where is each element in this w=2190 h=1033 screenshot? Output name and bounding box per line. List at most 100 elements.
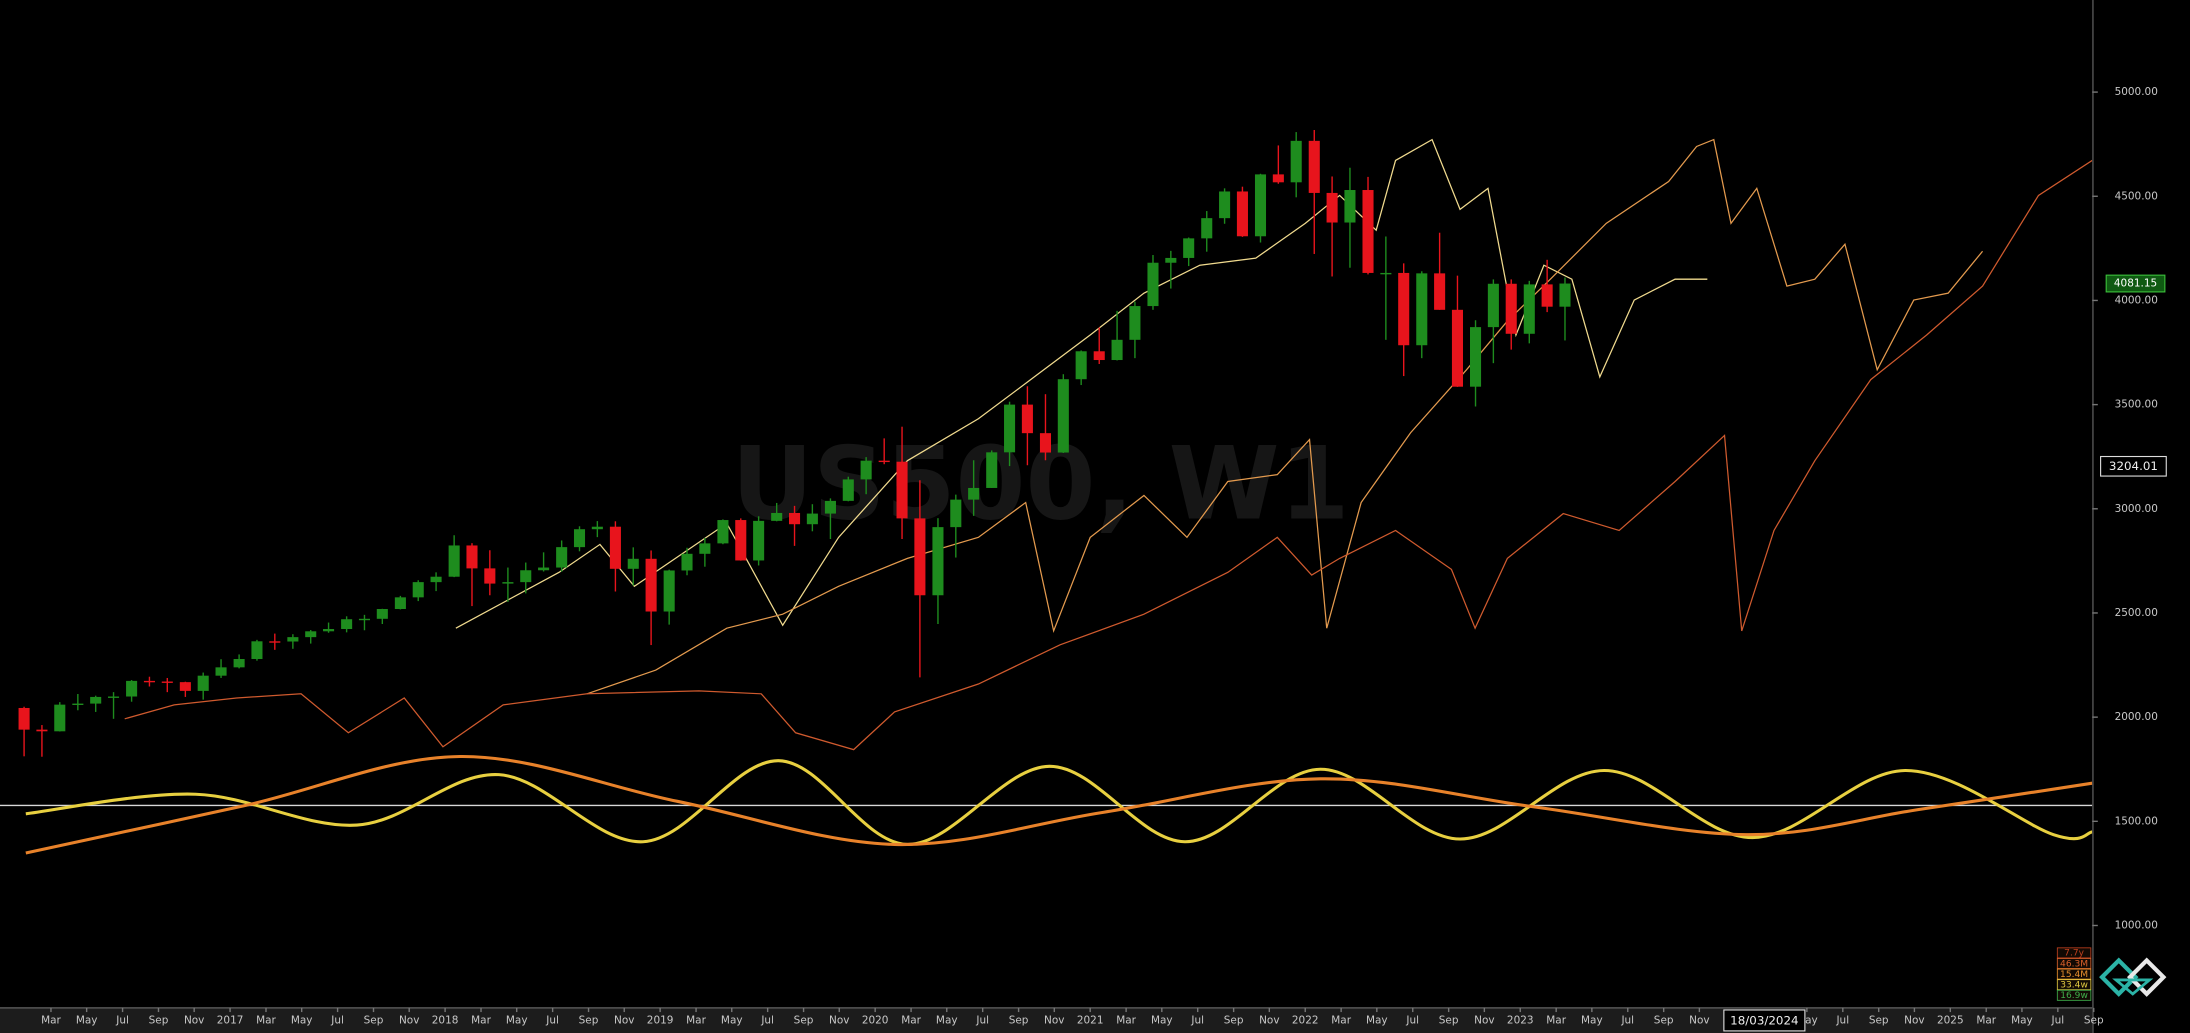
cycle-label-box bbox=[2056, 989, 2092, 1001]
candle-body bbox=[466, 545, 478, 569]
candle-body bbox=[1219, 191, 1231, 219]
x-tick-label: Sep bbox=[1869, 1014, 1889, 1026]
cycle-label: 46.3M bbox=[2060, 959, 2088, 969]
y-tick-label: 1500.00 bbox=[2115, 815, 2158, 827]
candle-body bbox=[251, 641, 263, 660]
candle-body bbox=[717, 520, 729, 544]
candle-body bbox=[394, 597, 406, 610]
candle-body bbox=[1236, 191, 1248, 237]
x-tick-label: Mar bbox=[901, 1014, 921, 1026]
x-tick-label: Mar bbox=[1546, 1014, 1566, 1026]
candle-body bbox=[179, 682, 191, 691]
candle-body bbox=[358, 618, 371, 621]
x-tick-label: Jul bbox=[1835, 1014, 1849, 1026]
x-tick-label: May bbox=[2011, 1014, 2033, 1026]
x-tick-label: Sep bbox=[2084, 1014, 2104, 1026]
candle-body bbox=[860, 460, 872, 480]
crosshair-date-label: 18/03/2024 bbox=[1730, 1014, 1798, 1028]
plot-area bbox=[0, 130, 2093, 855]
candle-body bbox=[36, 729, 48, 732]
x-tick-label: Sep bbox=[579, 1014, 599, 1026]
candle-body bbox=[1434, 273, 1446, 310]
candle-body bbox=[502, 582, 514, 584]
candle-body bbox=[753, 520, 765, 561]
candle-body bbox=[1559, 283, 1571, 307]
candle-body bbox=[1416, 273, 1428, 346]
candle-body bbox=[645, 558, 657, 612]
candle-body bbox=[699, 543, 711, 554]
x-tick-label: Jul bbox=[1405, 1014, 1419, 1026]
candle-body bbox=[663, 570, 675, 612]
x-tick-label: Jul bbox=[115, 1014, 129, 1026]
cycle-label: 16.9w bbox=[2060, 991, 2088, 1001]
candle-body bbox=[771, 512, 783, 521]
y-tick-label: 2500.00 bbox=[2115, 607, 2158, 619]
candle-body bbox=[932, 527, 944, 596]
y-tick-label: 2000.00 bbox=[2115, 711, 2158, 723]
x-tick-label: 2018 bbox=[432, 1014, 459, 1026]
candle-body bbox=[1183, 238, 1195, 258]
candle-body bbox=[1362, 190, 1374, 273]
x-tick-label: Nov bbox=[829, 1014, 849, 1026]
candle-body bbox=[54, 704, 66, 732]
candle-body bbox=[824, 500, 836, 514]
x-tick-label: Jul bbox=[545, 1014, 559, 1026]
x-tick-label: Nov bbox=[399, 1014, 419, 1026]
cycle-wave bbox=[25, 754, 2093, 855]
x-tick-label: May bbox=[721, 1014, 743, 1026]
candle-body bbox=[556, 547, 568, 568]
candle-body bbox=[1469, 327, 1482, 387]
candle-body bbox=[108, 696, 120, 698]
candle-body bbox=[1451, 309, 1463, 387]
x-tick-label: 2022 bbox=[1292, 1014, 1319, 1026]
x-tick-label: Mar bbox=[471, 1014, 491, 1026]
cycle-label-box bbox=[2056, 968, 2092, 980]
candle-body bbox=[573, 529, 586, 548]
candle-body bbox=[1344, 190, 1356, 223]
candle-body bbox=[1487, 283, 1499, 328]
x-tick-label: Nov bbox=[614, 1014, 634, 1026]
candle-body bbox=[538, 567, 550, 571]
crosshair-date-box bbox=[1723, 1009, 1806, 1032]
x-tick-label: Sep bbox=[1439, 1014, 1459, 1026]
last-price-label: 4081.15 bbox=[2114, 278, 2157, 290]
x-tick-label: Nov bbox=[1904, 1014, 1924, 1026]
x-tick-label: Nov bbox=[1474, 1014, 1494, 1026]
x-tick-label: Sep bbox=[1009, 1014, 1029, 1026]
candle-body bbox=[376, 609, 388, 619]
x-tick-label: Nov bbox=[1689, 1014, 1709, 1026]
x-tick-label: 2025 bbox=[1937, 1014, 1964, 1026]
candle-body bbox=[950, 499, 962, 528]
candle-body bbox=[197, 675, 209, 691]
candle-body bbox=[233, 659, 245, 668]
x-tick-label: May bbox=[76, 1014, 98, 1026]
x-tick-label: May bbox=[291, 1014, 313, 1026]
candle-body bbox=[1075, 351, 1087, 380]
candle-body bbox=[1201, 218, 1213, 239]
x-tick-label: Mar bbox=[1331, 1014, 1351, 1026]
x-tick-label: Mar bbox=[41, 1014, 61, 1026]
cycle-label: 7.7y bbox=[2064, 949, 2084, 959]
x-tick-label: May bbox=[1366, 1014, 1388, 1026]
candle-body bbox=[215, 667, 227, 676]
candle-body bbox=[1541, 284, 1553, 307]
candle-body bbox=[269, 641, 281, 643]
x-tick-label: Mar bbox=[1976, 1014, 1996, 1026]
y-tick-label: 3000.00 bbox=[2115, 503, 2158, 515]
y-tick-label: 5000.00 bbox=[2115, 86, 2158, 98]
x-tick-label: Sep bbox=[794, 1014, 814, 1026]
candle-body bbox=[609, 526, 621, 569]
cycle-label-box bbox=[2056, 958, 2092, 969]
x-tick-label: Mar bbox=[686, 1014, 706, 1026]
candle-body bbox=[681, 553, 693, 571]
candle-body bbox=[896, 461, 908, 519]
candle-body bbox=[484, 568, 496, 584]
candle-body bbox=[72, 703, 84, 705]
candle-body bbox=[448, 545, 460, 577]
candle-body bbox=[1505, 283, 1517, 334]
logo-shape bbox=[2112, 978, 2154, 996]
candle-body bbox=[341, 619, 353, 630]
x-tick-label: Jul bbox=[760, 1014, 774, 1026]
y-tick-label: 1000.00 bbox=[2115, 919, 2158, 931]
